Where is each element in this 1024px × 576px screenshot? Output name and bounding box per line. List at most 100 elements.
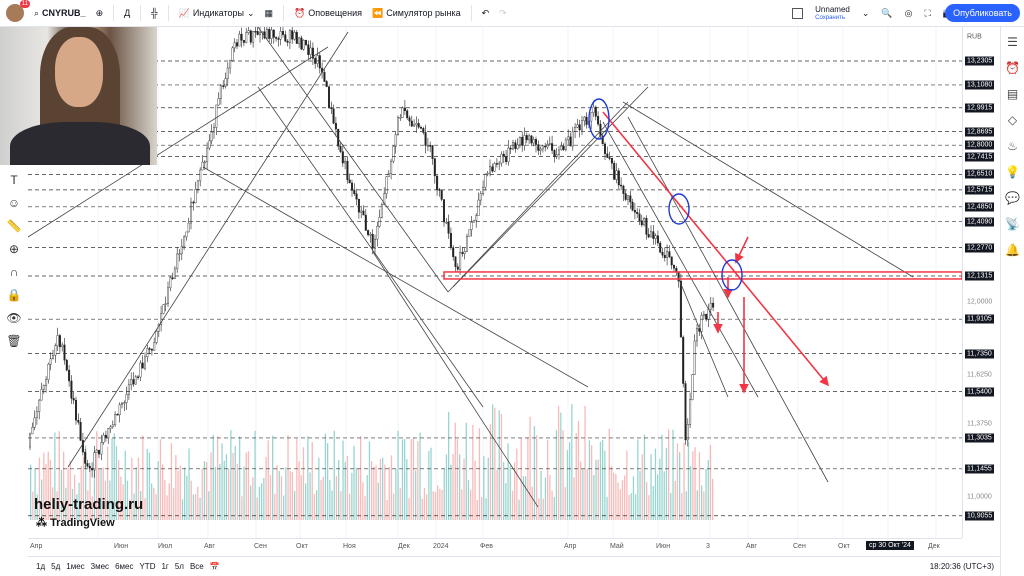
candle-body (196, 180, 199, 190)
undo-button[interactable]: ↶ (482, 8, 490, 19)
candle-body (574, 127, 577, 132)
candle-body (208, 140, 211, 149)
range-button-1мес[interactable]: 1мес (66, 562, 85, 571)
time-label: Окт (296, 543, 308, 550)
volume-bar (694, 447, 696, 520)
volume-bar (353, 445, 355, 520)
volume-bar (604, 450, 606, 520)
volume-bar (278, 471, 280, 520)
publish-button[interactable]: Опубликовать (945, 4, 1020, 22)
divider (470, 5, 472, 21)
volume-bar (368, 441, 371, 520)
templates-button[interactable]: ▦ (265, 8, 274, 19)
compare-button[interactable]: ⊕ (96, 8, 104, 19)
goto-date-icon[interactable]: 📅 (209, 562, 220, 571)
currency-label[interactable]: RUB (967, 33, 982, 41)
candle-body (226, 67, 229, 79)
candle-body (702, 313, 705, 316)
layout-checkbox[interactable] (792, 8, 804, 19)
candle-body (176, 253, 179, 270)
range-button-1г[interactable]: 1г (161, 562, 169, 571)
volume-bar (118, 460, 120, 520)
streams-icon[interactable]: 📡 (1005, 217, 1020, 231)
magnet-icon[interactable]: ∩ (9, 265, 19, 279)
replay-button[interactable]: ⏪ Симулятор рынка (372, 8, 461, 19)
candle-body (610, 158, 613, 164)
range-button-Все[interactable]: Все (189, 562, 204, 571)
volume-bar (412, 437, 415, 520)
volume-bar (256, 497, 258, 520)
fullscreen-icon[interactable]: ⛶ (924, 8, 931, 18)
volume-bar (36, 494, 38, 520)
tradingview-brand: TradingView (50, 517, 115, 529)
eye-icon[interactable]: 👁 (6, 311, 22, 325)
candle-body (118, 404, 121, 416)
trend-line (447, 101, 629, 293)
range-button-3мес[interactable]: 3мес (90, 562, 110, 571)
symbol-search[interactable]: ⌕ CNYRUB_ (34, 8, 86, 19)
volume-bar (364, 496, 366, 520)
chevron-down-icon[interactable]: ⌄ (861, 8, 870, 18)
range-button-6мес[interactable]: 6мес (115, 562, 134, 571)
chart-type-button[interactable]: ╬ (151, 8, 157, 18)
volume-bar (148, 452, 151, 520)
volume-bar (498, 410, 500, 520)
emoji-tool-icon[interactable]: ☺ (7, 196, 21, 210)
range-button-5л[interactable]: 5л (174, 562, 184, 571)
divider (140, 5, 142, 21)
candle-body (215, 104, 218, 128)
candle-body (682, 336, 685, 384)
watchlist-icon[interactable]: ☰ (1007, 35, 1018, 49)
layers-icon[interactable]: ◇ (1007, 113, 1018, 127)
trash-icon[interactable]: 🗑 (6, 334, 22, 348)
candle-body (79, 422, 82, 441)
volume-bar (214, 466, 217, 520)
alerts-button[interactable]: ⏰ Оповещения (294, 8, 362, 19)
volume-bar (115, 446, 118, 520)
layout-name-button[interactable]: Unnamed Сохранить (815, 5, 850, 23)
data-window-icon[interactable]: ▤ (1006, 87, 1019, 101)
zoom-in-icon[interactable]: ⊕ (8, 242, 20, 256)
volume-bar (527, 437, 529, 520)
user-avatar[interactable]: 11 (6, 0, 30, 22)
volume-bar (305, 483, 307, 520)
time-axis[interactable]: Апр Июн Июл Авг Сен Окт Ноя Дек 2024 Фев Апр Май Июн… (28, 538, 962, 555)
red-arrow (735, 236, 749, 264)
quick-search-icon[interactable]: 🔍 (881, 8, 893, 18)
settings-icon[interactable]: ◎ (904, 8, 913, 18)
ideas-icon[interactable]: 💡 (1005, 165, 1020, 179)
clock[interactable]: 18:20:36 (UTC+3) (929, 562, 994, 571)
redo-button[interactable]: ↷ (499, 8, 507, 19)
volume-bar (360, 436, 362, 520)
candle-body (514, 142, 517, 149)
candle-body (424, 132, 427, 146)
alarm-clock-icon[interactable]: ⏰ (1005, 61, 1020, 75)
interval-button[interactable]: Д (124, 8, 131, 18)
candle-body (247, 30, 250, 33)
range-button-YTD[interactable]: YTD (139, 562, 156, 571)
volume-bar (599, 441, 602, 520)
hotlist-icon[interactable]: ♨ (1007, 139, 1018, 153)
blue-circle-highlight (668, 193, 690, 225)
ruler-icon[interactable]: 📏 (6, 219, 22, 233)
text-tool-icon[interactable]: T (10, 173, 18, 187)
candle-body (63, 344, 66, 361)
range-button-5д[interactable]: 5д (51, 562, 61, 571)
volume-bar (175, 455, 177, 520)
candle-body (390, 160, 393, 174)
volume-bar (181, 499, 184, 520)
volume-bar (371, 461, 373, 520)
bell-icon[interactable]: 🔔 (1005, 243, 1020, 257)
volume-bar (573, 477, 575, 520)
candle-body (344, 160, 347, 164)
indicators-button[interactable]: 📈 Индикаторы ⌄ (179, 8, 255, 19)
range-button-1д[interactable]: 1д (36, 562, 46, 571)
price-axis[interactable]: RUB 13,2305 13,1080 12,9915 12,8695 12,8000 1… (962, 27, 1000, 538)
chat-icon[interactable]: 💬 (1005, 191, 1020, 205)
volume-bar (613, 472, 615, 520)
candle-body (325, 81, 328, 87)
price-chart[interactable] (28, 27, 962, 538)
volume-bar (254, 430, 256, 520)
lock-icon[interactable]: 🔒 (6, 288, 22, 302)
candle-body (571, 131, 574, 147)
